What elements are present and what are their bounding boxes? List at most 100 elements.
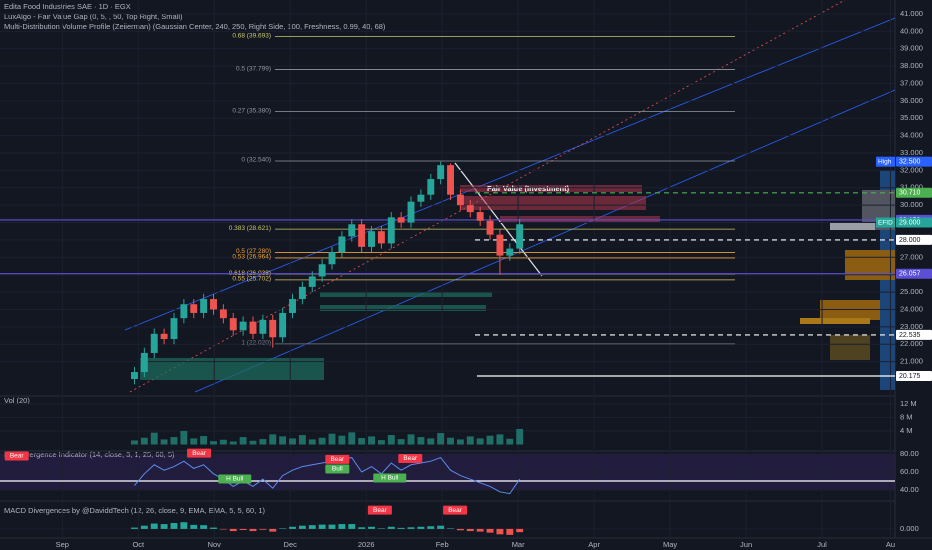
annotation-box — [4, 451, 29, 461]
y-tick-label: 21.000 — [900, 357, 923, 366]
annotation-box — [325, 454, 350, 464]
bar — [496, 528, 504, 535]
bar — [140, 525, 148, 529]
candle-body — [210, 299, 217, 310]
price-label: 20.175 — [899, 373, 921, 380]
bar — [407, 527, 415, 529]
bar — [229, 441, 237, 445]
price-label: 26.057 — [899, 271, 921, 278]
bar — [447, 528, 454, 529]
candle-body — [417, 194, 425, 202]
bar — [160, 524, 168, 529]
annotation-label: Bear — [192, 450, 207, 457]
price-label-box — [896, 268, 932, 279]
annotation-box — [443, 505, 468, 515]
annotation: Fair Value (Investment) — [487, 184, 570, 193]
y-tick-label: 36.000 — [900, 96, 923, 105]
bar — [466, 528, 474, 532]
bar — [377, 440, 385, 445]
x-tick-label: Sep — [56, 540, 69, 549]
candle-body — [368, 231, 375, 247]
bar — [249, 528, 257, 532]
candle-body — [308, 276, 316, 287]
bar — [476, 438, 484, 445]
x-tick-label: Oct — [132, 540, 145, 549]
bar — [298, 525, 306, 529]
price-tag: High — [878, 158, 892, 165]
bar — [456, 439, 464, 445]
annotation-label: H Bull — [381, 475, 399, 482]
candle-body — [170, 318, 178, 340]
y-tick-label: 27.000 — [900, 252, 923, 261]
candle-body — [476, 212, 484, 221]
candle-body — [200, 299, 208, 313]
price-label-box — [896, 217, 932, 228]
price-label-box — [896, 370, 932, 381]
bar — [210, 527, 217, 529]
bar — [219, 439, 227, 445]
fvg-box — [140, 358, 324, 380]
annotation-box — [325, 464, 350, 474]
y-tick-label: 60.00 — [900, 467, 919, 476]
x-tick-label: Jul — [817, 540, 827, 549]
annotation-box — [398, 453, 423, 463]
price-tag: EFID — [878, 219, 893, 226]
fvg-box — [320, 305, 486, 311]
y-tick-label: 80.00 — [900, 449, 919, 458]
candle-body — [259, 319, 267, 334]
y-tick-label: 4 M — [900, 426, 913, 435]
bar — [131, 440, 138, 445]
bar — [338, 524, 346, 529]
y-tick-label: 41.000 — [900, 9, 923, 18]
y-tick-label: 8 M — [900, 412, 913, 421]
bar — [407, 434, 415, 445]
y-tick-label: 31.000 — [900, 183, 923, 192]
profile-bar — [830, 335, 870, 360]
y-tick-label: 25.000 — [900, 287, 923, 296]
candle-body — [289, 299, 296, 313]
bar — [486, 528, 494, 533]
bar — [437, 525, 445, 529]
y-tick-label: 40.000 — [900, 26, 923, 35]
bar — [328, 433, 336, 445]
candle-body — [427, 179, 435, 195]
bar — [486, 435, 494, 445]
panel-title: Vol (20) — [4, 396, 30, 405]
fib-label: 1 (22.020) — [241, 340, 271, 347]
y-tick-label: 39.000 — [900, 44, 923, 53]
bar — [190, 524, 198, 529]
y-tick-label: 33.000 — [900, 148, 923, 157]
annotation-label: Bear — [403, 455, 418, 462]
bar — [219, 528, 227, 530]
price-label-box — [896, 234, 932, 245]
price-label-box — [896, 329, 932, 340]
candle-body — [131, 372, 138, 380]
candle-body — [506, 248, 514, 256]
candle-body — [219, 309, 227, 319]
annotation-label: Bear — [373, 507, 388, 514]
bar — [427, 438, 435, 445]
panel-title: RSI Divergence Indicator (14, close, 3, … — [4, 450, 175, 459]
candle-body — [486, 220, 494, 235]
fib-label: 0.55 (25.702) — [232, 276, 271, 283]
price-label-box — [896, 156, 932, 167]
x-tick-label: Dec — [284, 540, 298, 549]
price-label: 29.000 — [899, 219, 921, 226]
bar — [348, 524, 356, 529]
annotation-box — [373, 473, 407, 483]
bar — [506, 438, 514, 445]
candle-body — [338, 236, 346, 253]
bar — [239, 528, 247, 530]
candle-body — [140, 352, 148, 373]
candle-body — [466, 205, 474, 213]
fvg-box — [460, 196, 646, 210]
y-tick-label: 37.000 — [900, 78, 923, 87]
price-label: 22.535 — [899, 332, 921, 339]
candle-body — [180, 304, 188, 319]
x-tick-label: Apr — [588, 540, 600, 549]
bar — [368, 526, 375, 529]
candle-body — [407, 201, 415, 223]
price-label: 28.000 — [899, 237, 921, 244]
bar — [516, 428, 524, 445]
